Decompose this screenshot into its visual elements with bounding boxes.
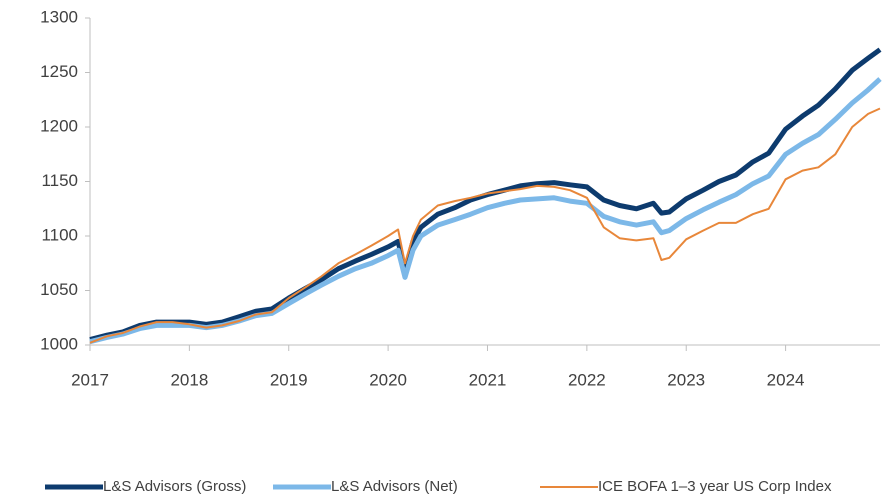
x-tick-label: 2017 bbox=[71, 370, 109, 389]
y-tick-label: 1100 bbox=[41, 225, 78, 244]
y-tick-label: 1300 bbox=[40, 7, 78, 26]
legend-label: ICE BOFA 1–3 year US Corp Index bbox=[598, 478, 832, 495]
series-line bbox=[89, 47, 882, 343]
y-tick-label: 1200 bbox=[40, 116, 78, 135]
series-line bbox=[89, 107, 881, 344]
y-tick-label: 1050 bbox=[40, 280, 78, 299]
y-tick-label: 1150 bbox=[41, 171, 78, 190]
y-tick-label: 1000 bbox=[40, 334, 78, 353]
legend-label: L&S Advisors (Gross) bbox=[103, 478, 246, 495]
x-tick-label: 2018 bbox=[170, 370, 208, 389]
y-tick-label: 1250 bbox=[40, 62, 78, 81]
legend-label: L&S Advisors (Net) bbox=[331, 478, 458, 495]
x-tick-label: 2022 bbox=[568, 370, 606, 389]
x-tick-label: 2021 bbox=[469, 370, 507, 389]
x-tick-label: 2019 bbox=[270, 370, 308, 389]
x-tick-label: 2020 bbox=[369, 370, 407, 389]
x-tick-label: 2023 bbox=[667, 370, 705, 389]
x-tick-label: 2024 bbox=[767, 370, 805, 389]
